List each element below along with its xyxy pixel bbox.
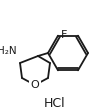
Text: O: O (31, 80, 39, 90)
Text: HCl: HCl (44, 96, 66, 109)
Text: H₂N: H₂N (0, 46, 17, 56)
Text: F: F (60, 30, 67, 40)
